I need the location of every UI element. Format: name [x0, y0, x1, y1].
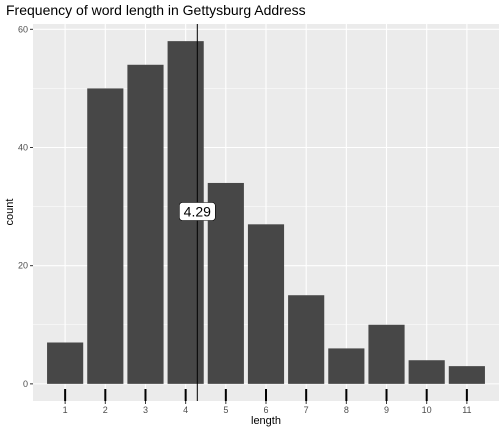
y-tick-label: 20	[18, 261, 28, 271]
x-tick-label: 9	[384, 405, 389, 415]
mean-label-box	[179, 202, 216, 221]
bar-8	[328, 348, 365, 384]
x-tick-label: 5	[223, 405, 228, 415]
x-axis-label: length	[251, 415, 281, 427]
x-tick-label: 3	[143, 405, 148, 415]
x-tick-label: 8	[344, 405, 349, 415]
y-tick-label: 0	[23, 379, 28, 389]
bar-11	[448, 366, 485, 384]
bar-10	[408, 360, 445, 384]
y-axis-label: count	[4, 199, 16, 226]
x-tick-label: 4	[183, 405, 188, 415]
bars-layer	[47, 41, 485, 384]
axis-layer: 0 20 40 60 1 2 3 4 5 6 7 8 9 10 11	[18, 24, 472, 415]
x-tick-label: 10	[422, 405, 432, 415]
y-tick-label: 40	[18, 143, 28, 153]
bar-1	[47, 342, 84, 384]
x-tick-label: 2	[103, 405, 108, 415]
bar-6	[247, 224, 285, 384]
chart-title: Frequency of word length in Gettysburg A…	[6, 2, 306, 18]
rug-layer	[64, 389, 468, 401]
x-tick-label: 7	[304, 405, 309, 415]
mean-label: 4.29	[184, 204, 211, 220]
x-tick-label: 11	[462, 405, 471, 415]
bar-7	[288, 295, 325, 384]
x-tick-label: 1	[63, 405, 68, 415]
x-tick-label: 6	[263, 405, 268, 415]
bar-9	[368, 324, 405, 384]
y-tick-label: 60	[18, 24, 28, 34]
bar-3	[127, 64, 164, 384]
mean-layer: 4.29	[179, 24, 216, 401]
bar-2	[87, 88, 124, 384]
